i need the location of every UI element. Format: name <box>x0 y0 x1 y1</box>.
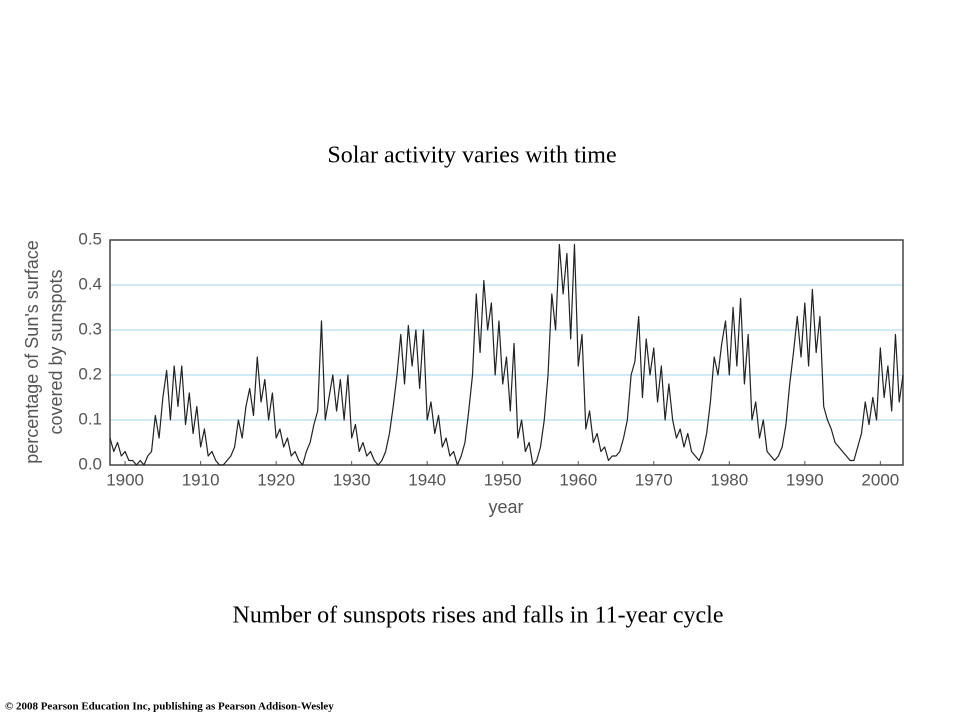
y-tick-label: 0.5 <box>78 229 102 248</box>
y-tick-label: 0.2 <box>78 364 102 383</box>
y-tick-label: 0.3 <box>78 319 102 338</box>
plot-frame <box>109 239 904 466</box>
y-tick-label: 0.1 <box>78 409 102 428</box>
data-line <box>109 243 904 466</box>
y-axis-label: percentage of Sun's surface <box>22 240 42 464</box>
footer: © 2008 Pearson Education Inc, publishing… <box>5 701 334 713</box>
x-tick-label: 1960 <box>559 470 597 489</box>
x-tick-label: 1990 <box>786 470 824 489</box>
x-tick-label: 1970 <box>635 470 673 489</box>
x-tick-label: 1980 <box>710 470 748 489</box>
y-tick-label: 0.4 <box>78 274 102 293</box>
caption: Number of sunspots rises and falls in 11… <box>233 603 724 629</box>
x-tick-label: 1940 <box>408 470 446 489</box>
y-axis-label: covered by sunspots <box>46 269 66 434</box>
x-axis-label: year <box>488 497 523 517</box>
x-tick-label: 1900 <box>106 470 144 489</box>
x-tick-label: 2000 <box>861 470 899 489</box>
y-tick-label: 0.0 <box>78 454 102 473</box>
x-tick-label: 1910 <box>182 470 220 489</box>
x-tick-label: 1920 <box>257 470 295 489</box>
chart-title: Solar activity varies with time <box>327 143 616 169</box>
x-tick-label: 1950 <box>484 470 522 489</box>
x-tick-label: 1930 <box>333 470 371 489</box>
